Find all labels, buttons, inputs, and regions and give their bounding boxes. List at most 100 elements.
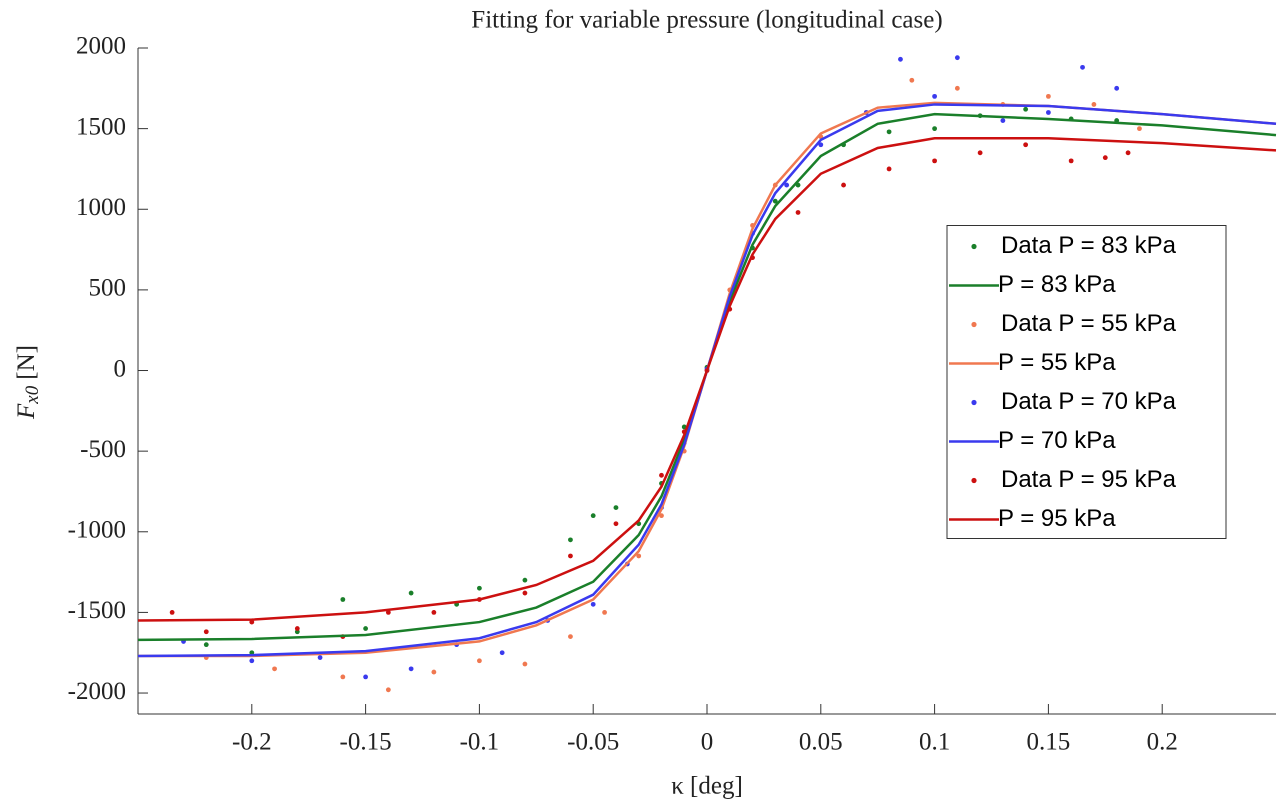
legend-box: [946, 225, 1227, 539]
data-point: [408, 666, 414, 672]
data-point: [932, 93, 937, 99]
legend-label: Data P = 70 kPa: [1001, 388, 1177, 415]
data-point: [590, 601, 596, 607]
y-tick-label: 2000: [76, 33, 126, 60]
data-point: [249, 658, 255, 664]
data-point: [408, 590, 414, 596]
legend-label: Data P = 55 kPa: [1001, 310, 1177, 337]
data-point: [363, 674, 368, 680]
data-point: [954, 55, 960, 61]
legend: Data P = 83 kPa P = 83 kPa Data P = 55 kPa…: [946, 225, 1227, 539]
data-point: [522, 661, 528, 667]
legend-label: P = 70 kPa: [998, 427, 1116, 454]
data-point: [294, 626, 300, 631]
data-point: [431, 610, 437, 615]
data-point: [818, 142, 824, 148]
data-point: [203, 642, 209, 648]
data-point: [613, 521, 619, 527]
data-point: [1023, 106, 1029, 112]
data-point: [909, 77, 915, 83]
fit-line: [137, 137, 1277, 622]
legend-marker: [971, 399, 977, 406]
legend-label: Data P = 83 kPa: [1001, 232, 1177, 259]
data-point: [1080, 64, 1085, 70]
legend-label: P = 55 kPa: [998, 349, 1116, 376]
y-tick-label: -2000: [68, 678, 126, 705]
data-point: [1068, 158, 1074, 164]
data-point: [522, 577, 528, 583]
x-tick-label: 0.05: [799, 729, 843, 756]
data-point: [613, 505, 619, 510]
data-point: [499, 650, 505, 656]
data-point: [1114, 85, 1120, 91]
data-point: [1102, 155, 1108, 161]
data-point: [772, 198, 778, 204]
data-point: [1023, 142, 1029, 148]
y-tick-label: 1000: [76, 194, 126, 221]
y-tick-label: 1500: [76, 113, 126, 140]
data-point: [659, 472, 664, 478]
data-point: [932, 126, 937, 132]
data-point: [317, 655, 323, 660]
x-tick-label: -0.15: [340, 729, 392, 756]
legend-label: Data P = 95 kPa: [1001, 466, 1177, 493]
data-point: [477, 658, 482, 664]
data-point: [1137, 126, 1142, 132]
y-label-subscript: x0: [22, 385, 43, 404]
legend-label: P = 95 kPa: [998, 505, 1116, 532]
data-point: [886, 166, 892, 172]
legend-marker: [971, 243, 977, 250]
data-point: [203, 629, 209, 635]
data-point: [340, 597, 346, 602]
data-point: [568, 553, 573, 559]
data-point: [385, 687, 391, 693]
x-tick-label: -0.2: [232, 729, 272, 756]
y-label-unit: [N]: [13, 345, 40, 380]
x-tick-label: 0.2: [1147, 729, 1178, 756]
data-point: [169, 610, 175, 615]
x-tick-label: 0.1: [919, 729, 950, 756]
x-tick-label: -0.05: [567, 729, 619, 756]
data-point: [784, 182, 790, 188]
data-point: [659, 513, 664, 519]
x-tick-label: 0.15: [1027, 729, 1071, 756]
legend-marker: [971, 321, 977, 328]
data-point: [1125, 150, 1131, 156]
y-axis-label: Fx0 [N]: [13, 345, 44, 420]
y-tick-label: -1000: [68, 517, 126, 544]
data-point: [431, 669, 437, 675]
y-tick-label: -500: [80, 436, 126, 463]
y-tick-label: 0: [114, 355, 127, 382]
x-tick-label: -0.1: [460, 729, 500, 756]
y-tick-label: -1500: [68, 597, 126, 624]
data-point: [977, 150, 983, 156]
data-point: [954, 85, 960, 91]
data-point: [898, 56, 903, 62]
chart-title: Fitting for variable pressure (longitudi…: [471, 7, 942, 34]
data-point: [477, 585, 482, 591]
data-point: [363, 626, 368, 631]
data-point: [568, 634, 573, 639]
data-point: [340, 674, 346, 680]
data-point: [932, 158, 937, 164]
data-point: [568, 537, 573, 543]
data-point: [1091, 102, 1097, 107]
data-point: [841, 182, 846, 188]
data-point: [1046, 93, 1051, 99]
data-point: [886, 129, 892, 135]
data-point: [602, 610, 607, 615]
legend-label: P = 83 kPa: [998, 271, 1116, 298]
data-point: [590, 513, 596, 519]
y-tick-label: 500: [89, 275, 127, 302]
data-point: [522, 590, 528, 596]
x-axis-label: κ [deg]: [671, 773, 743, 800]
x-tick-label: 0: [701, 729, 714, 756]
data-point: [1000, 118, 1006, 123]
y-label-symbol: F: [13, 403, 40, 420]
legend-marker: [971, 477, 977, 484]
data-point: [795, 210, 801, 215]
data-point: [1046, 110, 1051, 115]
data-point: [636, 553, 642, 559]
data-point: [272, 666, 277, 672]
